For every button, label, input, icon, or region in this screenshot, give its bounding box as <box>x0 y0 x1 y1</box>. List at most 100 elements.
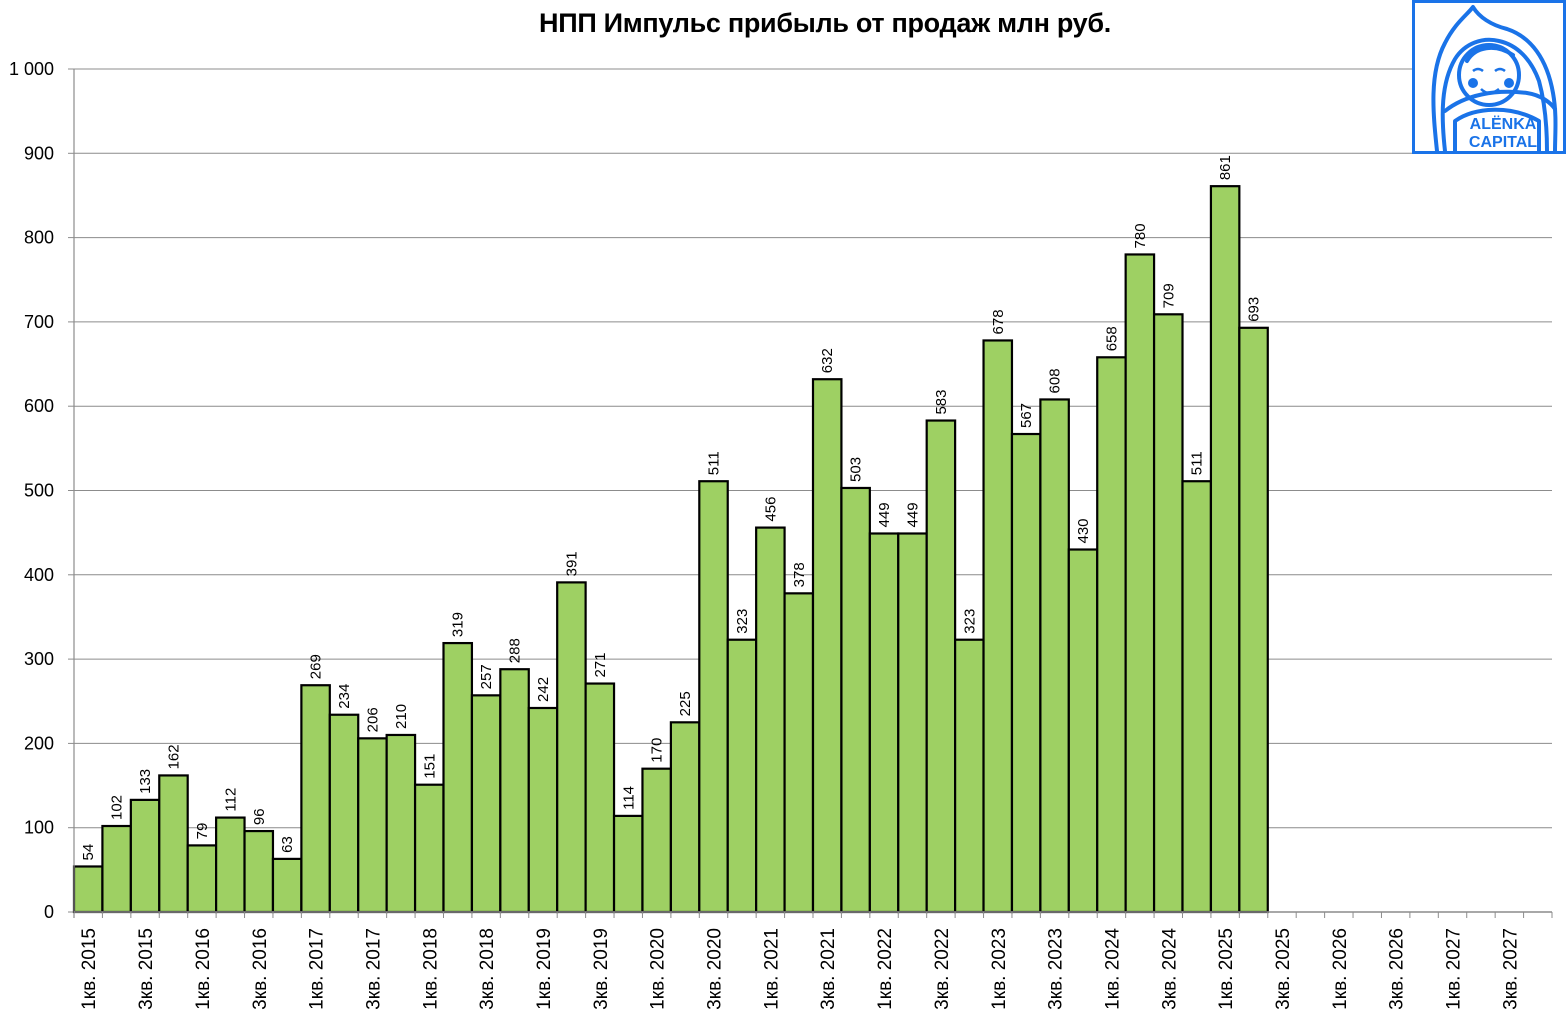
bar <box>385 733 417 914</box>
logo-text-line1: ALЁNKA <box>1470 115 1537 133</box>
data-labels: 54 102 133 162 79 112 96 63 269 234 206 210 151 319 25… <box>80 155 1262 860</box>
bar <box>129 798 161 914</box>
bars <box>72 185 1269 914</box>
bar <box>158 774 189 914</box>
data-label: 632 <box>819 348 836 373</box>
data-label: 861 <box>1217 155 1234 180</box>
data-label: 319 <box>450 612 467 637</box>
data-label: 269 <box>308 654 325 679</box>
bar <box>527 706 559 914</box>
bar <box>669 721 701 914</box>
y-tick-label: 900 <box>24 143 54 163</box>
data-label: 54 <box>80 844 97 861</box>
x-tick-label: 1кв. 2019 <box>534 928 555 1010</box>
y-tick-label: 700 <box>24 312 54 332</box>
data-label: 323 <box>961 609 978 634</box>
bar <box>357 737 388 914</box>
bar <box>271 857 303 914</box>
data-label: 162 <box>165 744 182 769</box>
x-tick-label: 3кв. 2017 <box>363 928 384 1010</box>
y-tick-label: 200 <box>24 733 54 753</box>
bar <box>840 486 871 914</box>
x-tick-label: 3кв. 2027 <box>1500 928 1521 1010</box>
bar <box>698 480 729 914</box>
x-tick-label: 1кв. 2015 <box>79 928 100 1010</box>
x-tick-label: 3кв. 2020 <box>705 928 726 1010</box>
data-label: 323 <box>734 609 751 634</box>
x-tick-label: 1кв. 2022 <box>875 928 896 1010</box>
data-label: 114 <box>620 786 637 810</box>
data-label: 234 <box>336 684 353 709</box>
y-axis-ticks: 0 100 200 300 400 500 600 700 800 900 1 000 <box>9 59 74 922</box>
data-label: 242 <box>535 677 552 702</box>
data-label: 608 <box>1047 368 1064 393</box>
x-tick-label: 1кв. 2016 <box>193 928 214 1010</box>
data-label: 151 <box>421 754 438 779</box>
bar <box>1039 398 1070 914</box>
bar <box>783 592 815 914</box>
logo-text-line2: CAPITAL <box>1469 134 1537 151</box>
data-label: 288 <box>507 638 524 663</box>
bar <box>584 682 616 914</box>
bar <box>1124 253 1156 914</box>
bar <box>556 581 587 914</box>
data-label: 503 <box>848 457 865 482</box>
x-tick-label: 1кв. 2020 <box>648 928 669 1010</box>
bar <box>612 814 644 914</box>
data-label: 257 <box>478 664 495 689</box>
bar <box>811 378 843 914</box>
bar <box>243 829 275 914</box>
bar <box>925 419 957 914</box>
bar <box>982 339 1014 914</box>
bar <box>868 532 900 914</box>
bar <box>897 532 928 914</box>
alenka-capital-logo: ALЁNKA CAPITAL <box>1412 0 1566 154</box>
x-tick-label: 3кв. 2015 <box>136 928 157 1010</box>
data-label: 63 <box>279 836 296 853</box>
data-label: 391 <box>563 551 580 576</box>
x-tick-label: 1кв. 2017 <box>307 928 328 1010</box>
x-tick-label: 1кв. 2021 <box>761 928 782 1010</box>
data-label: 567 <box>1018 403 1035 428</box>
x-tick-label: 3кв. 2023 <box>1046 928 1067 1010</box>
data-label: 133 <box>137 769 154 794</box>
data-label: 511 <box>1189 451 1206 475</box>
y-tick-label: 1 000 <box>9 59 54 79</box>
bar <box>328 713 360 914</box>
x-tick-label: 1кв. 2024 <box>1102 928 1123 1010</box>
bar <box>1181 480 1213 914</box>
data-label: 112 <box>222 788 239 812</box>
bar <box>101 824 132 914</box>
x-tick-label: 3кв. 2018 <box>477 928 498 1010</box>
matryoshka-icon: ALЁNKA CAPITAL <box>1431 5 1558 153</box>
bar <box>215 816 246 914</box>
x-tick-label: 3кв. 2021 <box>818 928 839 1010</box>
x-tick-label: 3кв. 2019 <box>591 928 612 1010</box>
x-tick-label: 3кв. 2022 <box>932 928 953 1010</box>
bar <box>755 526 786 914</box>
data-label: 102 <box>109 795 126 820</box>
data-label: 430 <box>1075 518 1092 543</box>
bar <box>72 865 104 914</box>
bar <box>499 668 530 914</box>
bar <box>641 767 672 914</box>
data-label: 79 <box>194 823 211 840</box>
y-tick-label: 800 <box>24 228 54 248</box>
y-tick-label: 500 <box>24 481 54 501</box>
bar <box>1096 356 1127 914</box>
y-tick-label: 100 <box>24 818 54 838</box>
data-label: 511 <box>706 451 723 475</box>
data-label: 210 <box>393 704 410 729</box>
x-tick-label: 1кв. 2027 <box>1444 928 1465 1010</box>
y-tick-label: 600 <box>24 396 54 416</box>
bar <box>300 684 331 914</box>
data-label: 96 <box>251 808 268 825</box>
x-tick-label: 1кв. 2026 <box>1330 928 1351 1010</box>
data-label: 225 <box>677 691 694 716</box>
data-label: 170 <box>649 738 666 763</box>
bar <box>186 844 218 914</box>
x-tick-label: 3кв. 2025 <box>1273 928 1294 1010</box>
bar <box>442 641 474 914</box>
data-label: 271 <box>592 653 609 678</box>
